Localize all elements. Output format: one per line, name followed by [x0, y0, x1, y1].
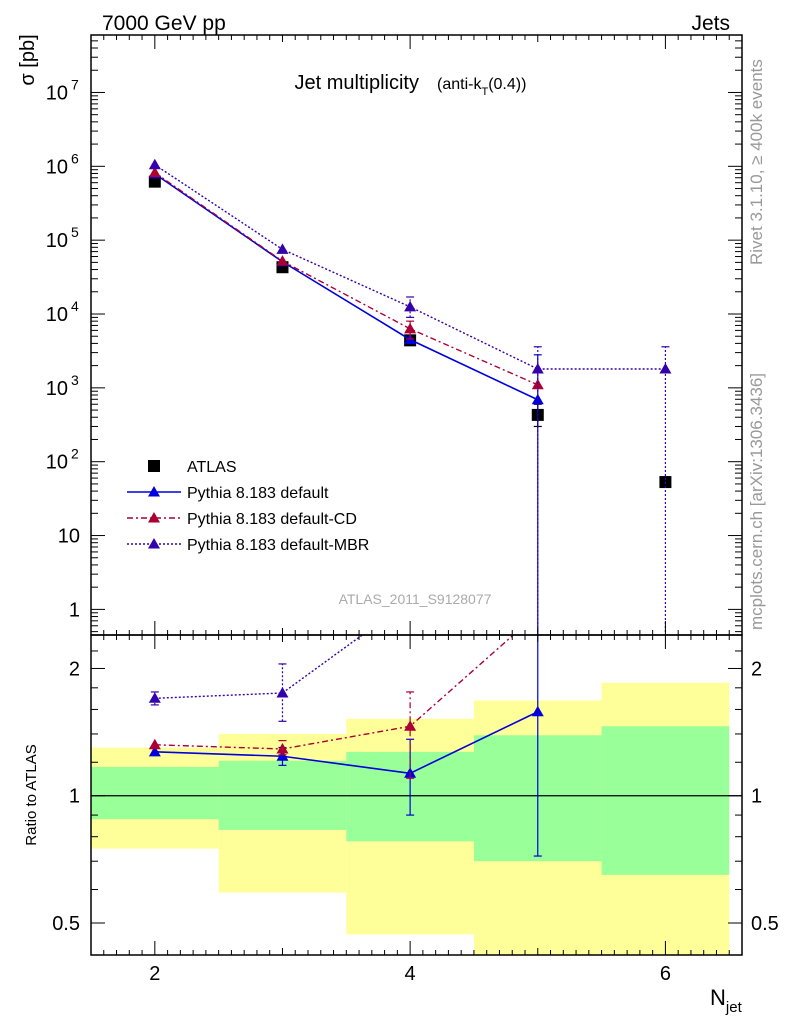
main-series-3-point-3	[531, 362, 544, 374]
legend-label-0: ATLAS	[187, 459, 237, 476]
legend-label-1: Pythia 8.183 default	[187, 485, 329, 502]
ratio-series-1-line	[154, 635, 515, 750]
ratio-axes: 2 4 6 0.5 0.5 1 1 2 2	[52, 635, 779, 985]
ratio-y-tick-label-left-2: 2	[69, 658, 80, 680]
ratio-y-tick-label-left-1: 1	[69, 786, 80, 808]
main-series-3-point-4	[659, 362, 672, 374]
ratio-plot-area	[91, 635, 742, 955]
main-series-3-point-0	[148, 158, 161, 170]
plot-title-suffix: (anti-kT(0.4))	[437, 76, 526, 98]
header-left: 7000 GeV pp	[102, 12, 226, 35]
ratio-y-tick-label-right-1: 1	[751, 786, 762, 808]
ratio-series-0-point-3	[531, 705, 544, 717]
x-tick-label-2: 6	[660, 963, 671, 985]
plot-title: Jet multiplicity	[295, 72, 419, 94]
x-axis-label: Njet	[710, 985, 743, 1016]
ratio-series-0-point-1	[276, 750, 289, 761]
main-series-1-line	[154, 173, 539, 401]
band-inner-4	[601, 726, 730, 875]
legend-marker-1	[148, 486, 160, 497]
y-tick-exponent-3: 3	[71, 372, 79, 388]
legend: ATLAS Pythia 8.183 default Pythia 8.183 de…	[127, 459, 369, 554]
main-series-3-point-1	[276, 243, 289, 254]
ratio-y-tick-label-right-0: 0.5	[751, 913, 779, 935]
y-tick-label-2: 10	[46, 452, 68, 474]
mcplots-label: mcplots.cern.ch [arXiv:1306.3436]	[747, 373, 766, 630]
legend-marker-2	[148, 512, 160, 523]
y-tick-exponent-4: 4	[71, 298, 79, 314]
y-tick-label-4: 10	[46, 304, 68, 326]
main-series-2-line	[154, 172, 539, 386]
ratio-series-0-point-0	[148, 745, 161, 757]
ratio-series-1-point-1	[276, 742, 289, 754]
ratio-y-tick-label-left-0: 0.5	[52, 913, 80, 935]
main-plot-area	[148, 158, 672, 635]
ratio-series-1-point-0	[148, 738, 161, 750]
ratio-frame	[90, 634, 743, 956]
y-tick-exponent-5: 5	[71, 224, 79, 240]
ratio-series-0-line	[154, 711, 539, 775]
ratio-panel: 2 4 6 0.5 0.5 1 1 2 2 Ratio to ATLAS Njet	[23, 634, 779, 1016]
y-axis-label: σ [pb]	[17, 34, 39, 85]
y-tick-exponent-2: 2	[71, 446, 79, 462]
header-right: Jets	[691, 12, 730, 35]
y-tick-label-1: 10	[58, 526, 80, 548]
y-tick-label-6: 10	[46, 156, 68, 178]
y-tick-label-0: 1	[69, 599, 80, 621]
main-series-2-point-1	[276, 255, 289, 266]
legend-label-3: Pythia 8.183 default-MBR	[187, 537, 369, 554]
ratio-y-axis-label: Ratio to ATLAS	[23, 744, 40, 845]
band-inner-0	[91, 766, 219, 820]
y-tick-label-7: 10	[46, 82, 68, 104]
x-tick-label-1: 4	[405, 963, 416, 985]
y-tick-label-3: 10	[46, 378, 68, 400]
legend-marker-3	[148, 538, 160, 549]
rivet-label: Rivet 3.1.10, ≥ 400k events	[747, 59, 766, 265]
main-series-2-point-2	[404, 322, 417, 334]
ratio-series-2-point-1	[276, 686, 289, 698]
main-series-0-point-0	[148, 175, 161, 188]
y-tick-exponent-6: 6	[71, 150, 79, 166]
legend-label-2: Pythia 8.183 default-CD	[187, 511, 357, 528]
main-series-3-point-2	[404, 300, 417, 312]
main-series-2-point-3	[531, 378, 544, 390]
y-tick-exponent-7: 7	[71, 76, 79, 92]
ratio-y-tick-label-right-2: 2	[751, 658, 762, 680]
main-series-2-point-0	[148, 166, 161, 178]
x-tick-label-0: 2	[149, 963, 160, 985]
legend-marker-0	[148, 460, 160, 472]
ratio-series-1-point-2	[404, 720, 417, 731]
ratio-series-2-point-0	[148, 692, 161, 703]
analysis-watermark: ATLAS_2011_S9128077	[339, 591, 492, 607]
y-tick-label-5: 10	[46, 230, 68, 252]
